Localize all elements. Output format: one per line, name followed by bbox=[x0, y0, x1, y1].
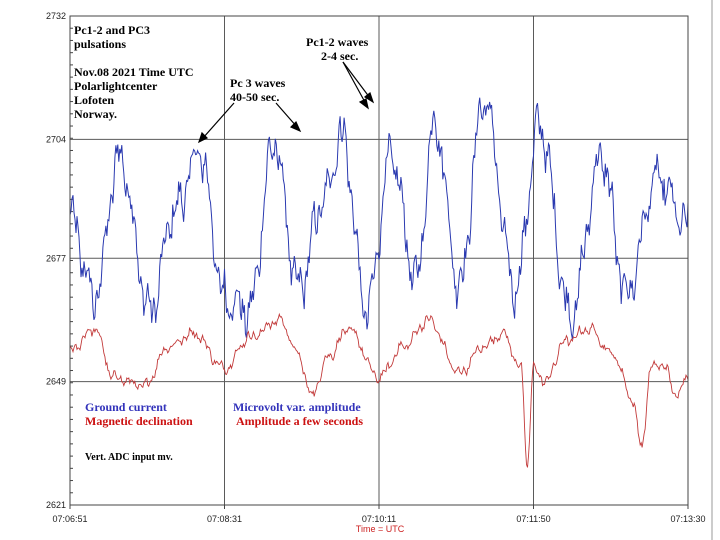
annotation-arrows bbox=[197, 61, 375, 144]
chart-title-line-1: Pc1-2 and PC3 bbox=[74, 23, 150, 37]
series bbox=[69, 97, 689, 468]
legend-microvolt-amplitude: Microvolt var. amplitude bbox=[233, 400, 361, 414]
y-tick-label: 2649 bbox=[46, 377, 66, 387]
series-magnetic-declination bbox=[69, 312, 689, 468]
arrow-pc12-a bbox=[342, 61, 367, 105]
info-place: Lofoten bbox=[74, 93, 114, 107]
x-tick-label: 07:13:30 bbox=[670, 514, 705, 524]
x-tick-label: 07:08:31 bbox=[207, 514, 242, 524]
arrow-pc3-right-head bbox=[289, 120, 302, 133]
y-tick-label: 2704 bbox=[46, 134, 66, 144]
legend-ground-current: Ground current bbox=[85, 400, 167, 414]
annotation-pc12-line-2: 2-4 sec. bbox=[321, 49, 358, 63]
chart-title-line-2: pulsations bbox=[74, 37, 126, 51]
y-tick-label: 2732 bbox=[46, 11, 66, 21]
info-date: Nov.08 2021 Time UTC bbox=[74, 65, 194, 79]
arrow-pc12-b bbox=[342, 61, 371, 99]
info-location: Polarlightcenter bbox=[74, 79, 158, 93]
arrow-pc3-left bbox=[202, 102, 235, 139]
arrow-pc12-b-head bbox=[363, 91, 375, 104]
x-tick-label: 07:10:11 bbox=[362, 514, 396, 524]
x-tick-label: 07:06:51 bbox=[52, 514, 87, 524]
plot-frame bbox=[69, 15, 689, 506]
arrow-pc12-a-head bbox=[358, 98, 369, 110]
legend-amplitude-seconds: Amplitude a few seconds bbox=[236, 414, 363, 428]
series-ground-current bbox=[69, 97, 689, 340]
note-vertical-axis: Vert. ADC input mv. bbox=[85, 452, 173, 463]
y-tick-labels: 2621 2649 2677 2704 2732 bbox=[46, 11, 66, 510]
arrow-pc3-right bbox=[275, 102, 298, 128]
x-axis-title: Time = UTC bbox=[356, 524, 405, 534]
x-tick-labels: 07:06:51 07:08:31 07:10:11 07:11:50 07:13:30 bbox=[52, 514, 705, 524]
annotation-pc12-line-1: Pc1-2 waves bbox=[306, 35, 369, 49]
annotation-pc3-line-2: 40-50 sec. bbox=[230, 90, 279, 104]
annotation-pc3-line-1: Pc 3 waves bbox=[230, 76, 286, 90]
arrow-pc3-left-head bbox=[197, 131, 209, 144]
info-country: Norway. bbox=[74, 107, 117, 121]
legend-magnetic-declination: Magnetic declination bbox=[85, 414, 193, 428]
y-tick-label: 2677 bbox=[46, 253, 66, 263]
y-tick-label: 2621 bbox=[46, 500, 66, 510]
x-tick-label: 07:11:50 bbox=[516, 514, 550, 524]
